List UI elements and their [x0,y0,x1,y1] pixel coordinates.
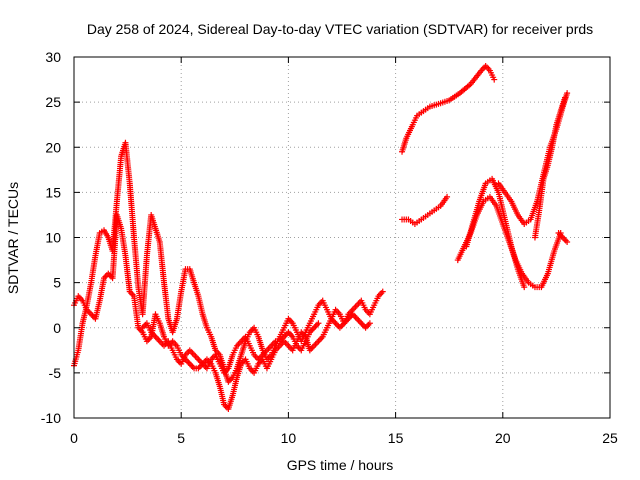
chart-title: Day 258 of 2024, Sidereal Day-to-day VTE… [87,21,593,37]
data-point [366,320,373,327]
y-tick-label: 20 [45,139,61,155]
axis-ticks: 0 5 10 15 20 25 -10 -5 0 5 10 15 20 25 30 [41,49,618,446]
data-points [71,63,571,412]
y-tick-label: 30 [45,49,61,65]
x-tick-label: 10 [281,430,297,446]
y-tick-label: -5 [49,365,62,381]
data-point [521,284,528,291]
data-point [379,288,386,295]
x-tick-label: 15 [388,430,404,446]
x-tick-label: 5 [177,430,185,446]
grid [74,57,610,418]
data-point [491,76,498,83]
data-point [564,90,571,97]
y-tick-label: -10 [41,410,61,426]
y-axis-label: SDTVAR / TECUs [5,182,21,294]
x-tick-label: 20 [495,430,511,446]
data-point [564,239,571,246]
y-tick-label: 25 [45,94,61,110]
y-tick-label: 10 [45,230,61,246]
data-point [315,320,322,327]
data-point [561,94,568,101]
data-point [444,193,451,200]
y-tick-label: 5 [53,275,61,291]
x-axis-label: GPS time / hours [287,457,394,473]
y-tick-label: 15 [45,184,61,200]
x-tick-label: 0 [70,430,78,446]
x-tick-label: 25 [602,430,618,446]
y-tick-label: 0 [53,320,61,336]
